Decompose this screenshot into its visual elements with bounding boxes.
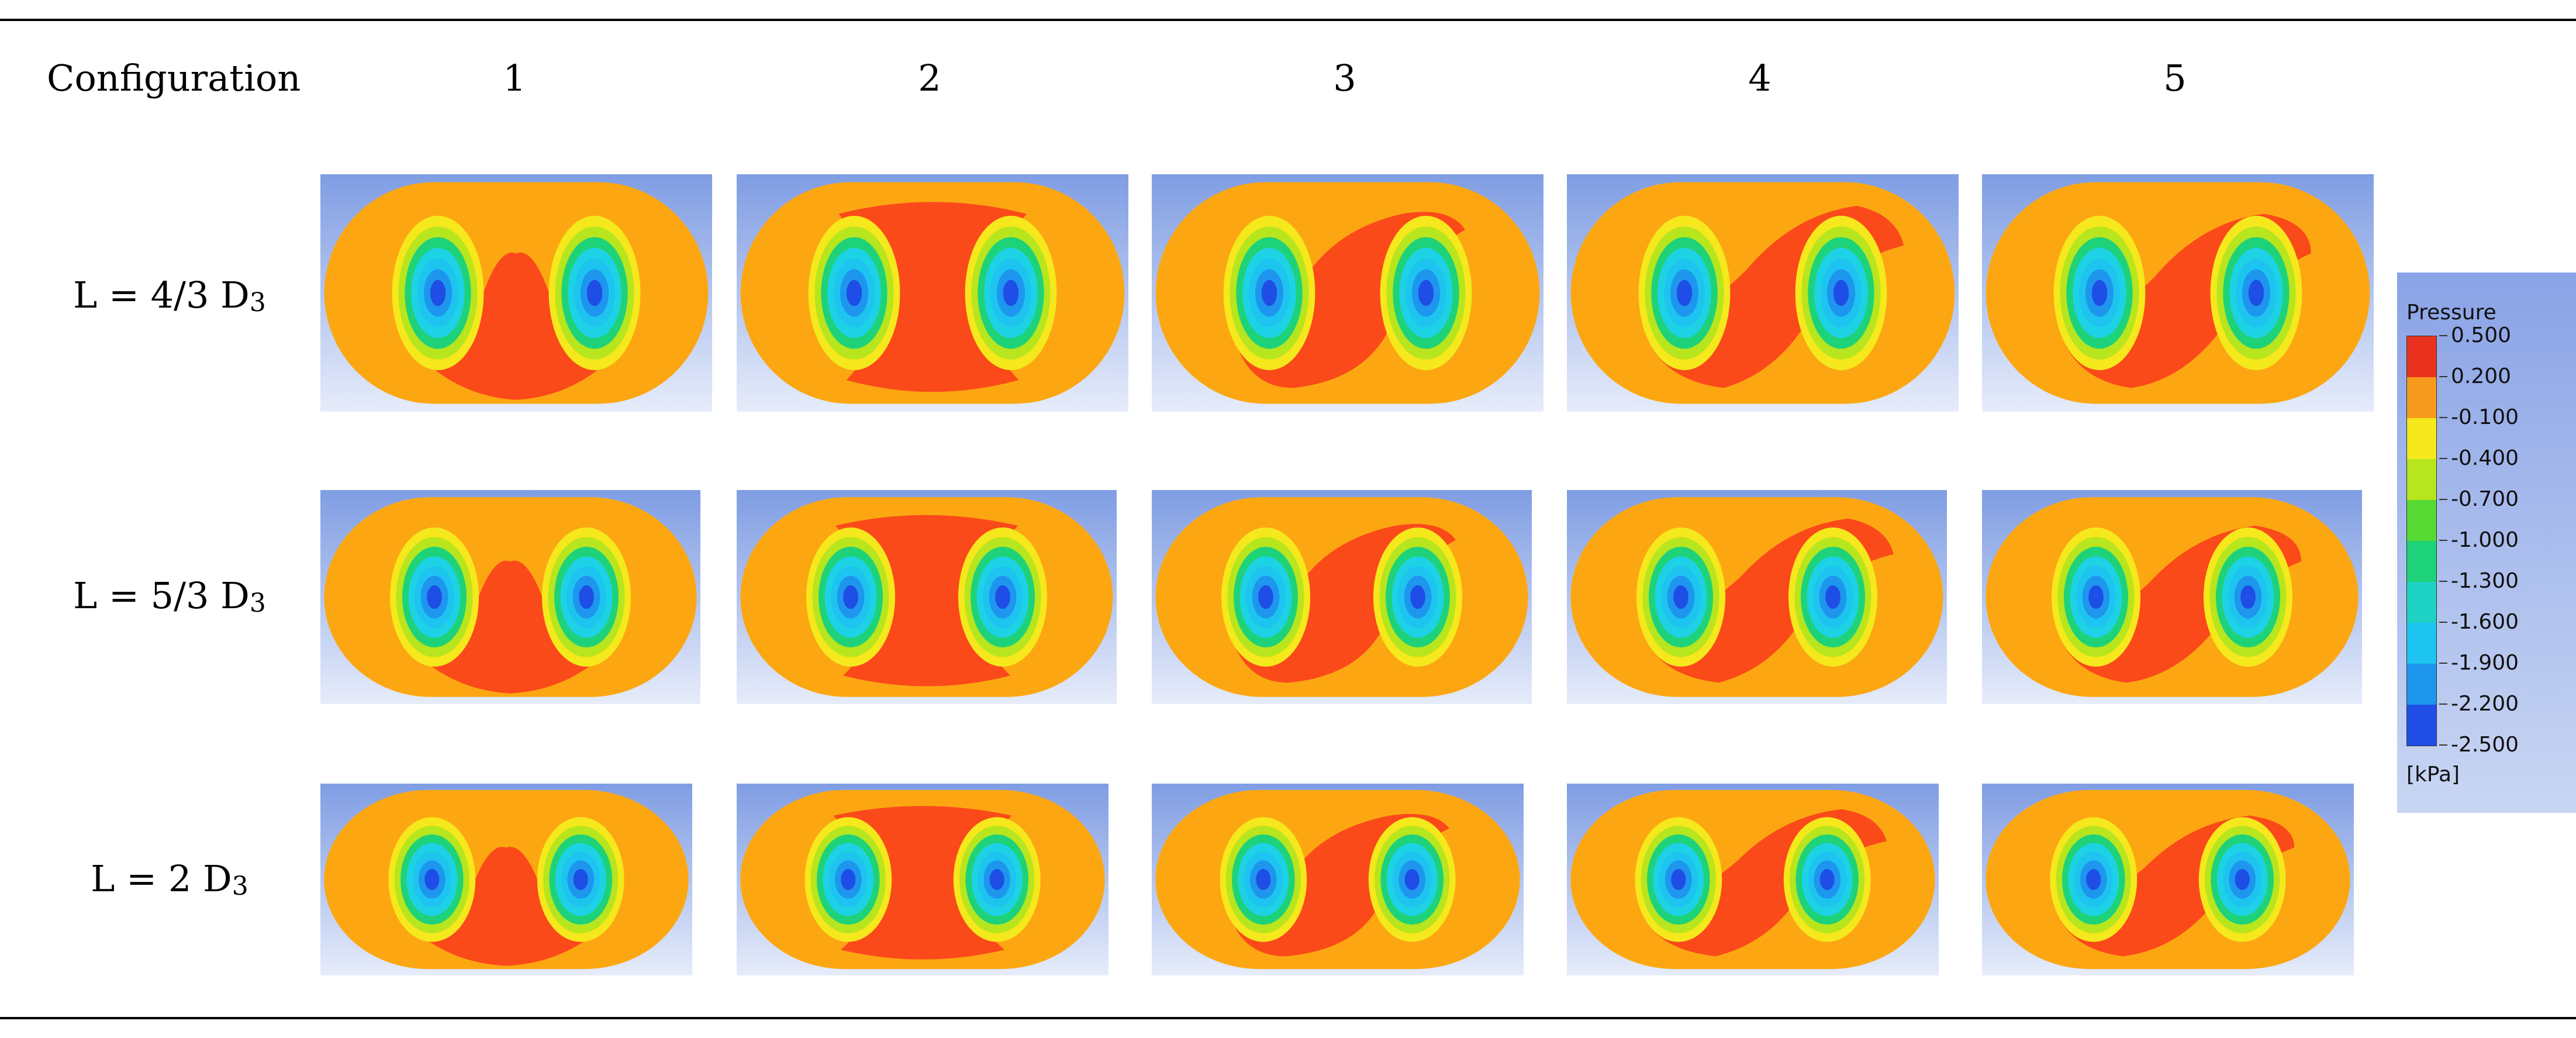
contour-panel xyxy=(320,490,700,704)
contour-panel xyxy=(1567,784,1939,975)
legend-swatch xyxy=(2407,582,2436,623)
contour-panel xyxy=(1567,174,1959,412)
row-label-2-sub: 3 xyxy=(249,588,266,618)
rotor-vortex xyxy=(1221,527,1311,667)
contour-panel xyxy=(1982,490,2362,704)
legend-swatch xyxy=(2407,664,2436,705)
row-label-3-text: L = 2 D xyxy=(91,857,232,900)
rotor-vortex xyxy=(806,527,896,667)
legend-tick-label: -1.900 xyxy=(2439,651,2519,675)
legend-tick-label: -0.400 xyxy=(2439,446,2519,470)
legend-swatch xyxy=(2407,459,2436,500)
legend-swatch xyxy=(2407,418,2436,459)
legend-unit: [kPa] xyxy=(2406,763,2460,787)
legend-tick-label: -2.500 xyxy=(2439,733,2519,757)
legend-swatch xyxy=(2407,377,2436,418)
contour-panel xyxy=(737,784,1109,975)
rotor-vortex xyxy=(537,817,624,942)
pressure-legend: Pressure 0.500 0.200 -0.100 -0.400 -0.700 -1.… xyxy=(2397,273,2576,813)
bottom-rule xyxy=(0,1017,2576,1019)
row-label-1-text: L = 4/3 D xyxy=(73,274,250,316)
legend-swatch xyxy=(2407,705,2436,746)
contour-panel xyxy=(320,784,692,975)
rotor-vortex xyxy=(953,817,1041,942)
contour-panel xyxy=(1152,174,1543,412)
legend-tick-label: -1.600 xyxy=(2439,610,2519,634)
rotor-vortex xyxy=(1638,216,1731,370)
legend-swatch xyxy=(2407,336,2436,377)
legend-tick-label: -1.300 xyxy=(2439,569,2519,593)
legend-title: Pressure xyxy=(2406,301,2496,325)
contour-panel xyxy=(1152,490,1532,704)
contour-panel xyxy=(320,174,712,412)
contour-panel xyxy=(1567,490,1947,704)
rotor-vortex xyxy=(2051,527,2141,667)
contour-panel xyxy=(1982,784,2354,975)
top-rule xyxy=(0,19,2576,21)
high-pressure-zone xyxy=(395,847,618,966)
rotor-vortex xyxy=(2203,527,2293,667)
contour-panel xyxy=(737,490,1117,704)
legend-tick-label: -1.000 xyxy=(2439,528,2519,552)
legend-swatch xyxy=(2407,623,2436,664)
legend-tick-label: -2.200 xyxy=(2439,692,2519,716)
rotor-vortex xyxy=(392,216,484,370)
legend-tick-label: 0.200 xyxy=(2439,364,2512,388)
legend-swatch xyxy=(2407,541,2436,582)
rotor-vortex xyxy=(808,216,900,370)
legend-color-bar xyxy=(2406,336,2437,746)
rotor-vortex xyxy=(1223,216,1315,370)
rotor-vortex xyxy=(958,527,1048,667)
contour-panel xyxy=(737,174,1128,412)
rotor-vortex xyxy=(804,817,892,942)
legend-tick-label: -0.700 xyxy=(2439,487,2519,511)
high-pressure-zone xyxy=(399,252,634,400)
rotor-vortex xyxy=(1795,216,1887,370)
column-header-2: 2 xyxy=(918,57,941,99)
rotor-vortex xyxy=(1220,817,1307,942)
rotor-vortex xyxy=(1380,216,1472,370)
high-pressure-zone xyxy=(396,560,624,694)
configuration-header: Configuration xyxy=(47,57,301,99)
rotor-vortex xyxy=(2050,817,2138,942)
rotor-vortex xyxy=(389,527,479,667)
rotor-vortex xyxy=(1788,527,1878,667)
row-label-2-text: L = 5/3 D xyxy=(73,574,250,617)
row-label-2: L = 5/3 D3 xyxy=(29,574,310,618)
rotor-vortex xyxy=(1373,527,1463,667)
row-label-1-sub: 3 xyxy=(249,288,266,318)
rotor-vortex xyxy=(2053,216,2146,370)
rotor-vortex xyxy=(1783,817,1871,942)
legend-swatch xyxy=(2407,500,2436,541)
rotor-vortex xyxy=(548,216,641,370)
legend-tick-label: 0.500 xyxy=(2439,323,2512,347)
column-header-1: 1 xyxy=(503,57,526,99)
column-header-3: 3 xyxy=(1333,57,1356,99)
rotor-vortex xyxy=(388,817,476,942)
contour-panel xyxy=(1152,784,1524,975)
rotor-vortex xyxy=(965,216,1057,370)
legend-tick-label: -0.100 xyxy=(2439,405,2519,429)
rotor-vortex xyxy=(2210,216,2302,370)
rotor-vortex xyxy=(2198,817,2286,942)
row-label-3-sub: 3 xyxy=(232,871,248,901)
rotor-vortex xyxy=(1368,817,1456,942)
rotor-vortex xyxy=(1636,527,1726,667)
column-header-5: 5 xyxy=(2163,57,2187,99)
rotor-vortex xyxy=(1635,817,1722,942)
rotor-vortex xyxy=(541,527,631,667)
row-label-3: L = 2 D3 xyxy=(29,857,310,901)
column-header-4: 4 xyxy=(1748,57,1772,99)
row-label-1: L = 4/3 D3 xyxy=(29,274,310,318)
contour-panel xyxy=(1982,174,2374,412)
